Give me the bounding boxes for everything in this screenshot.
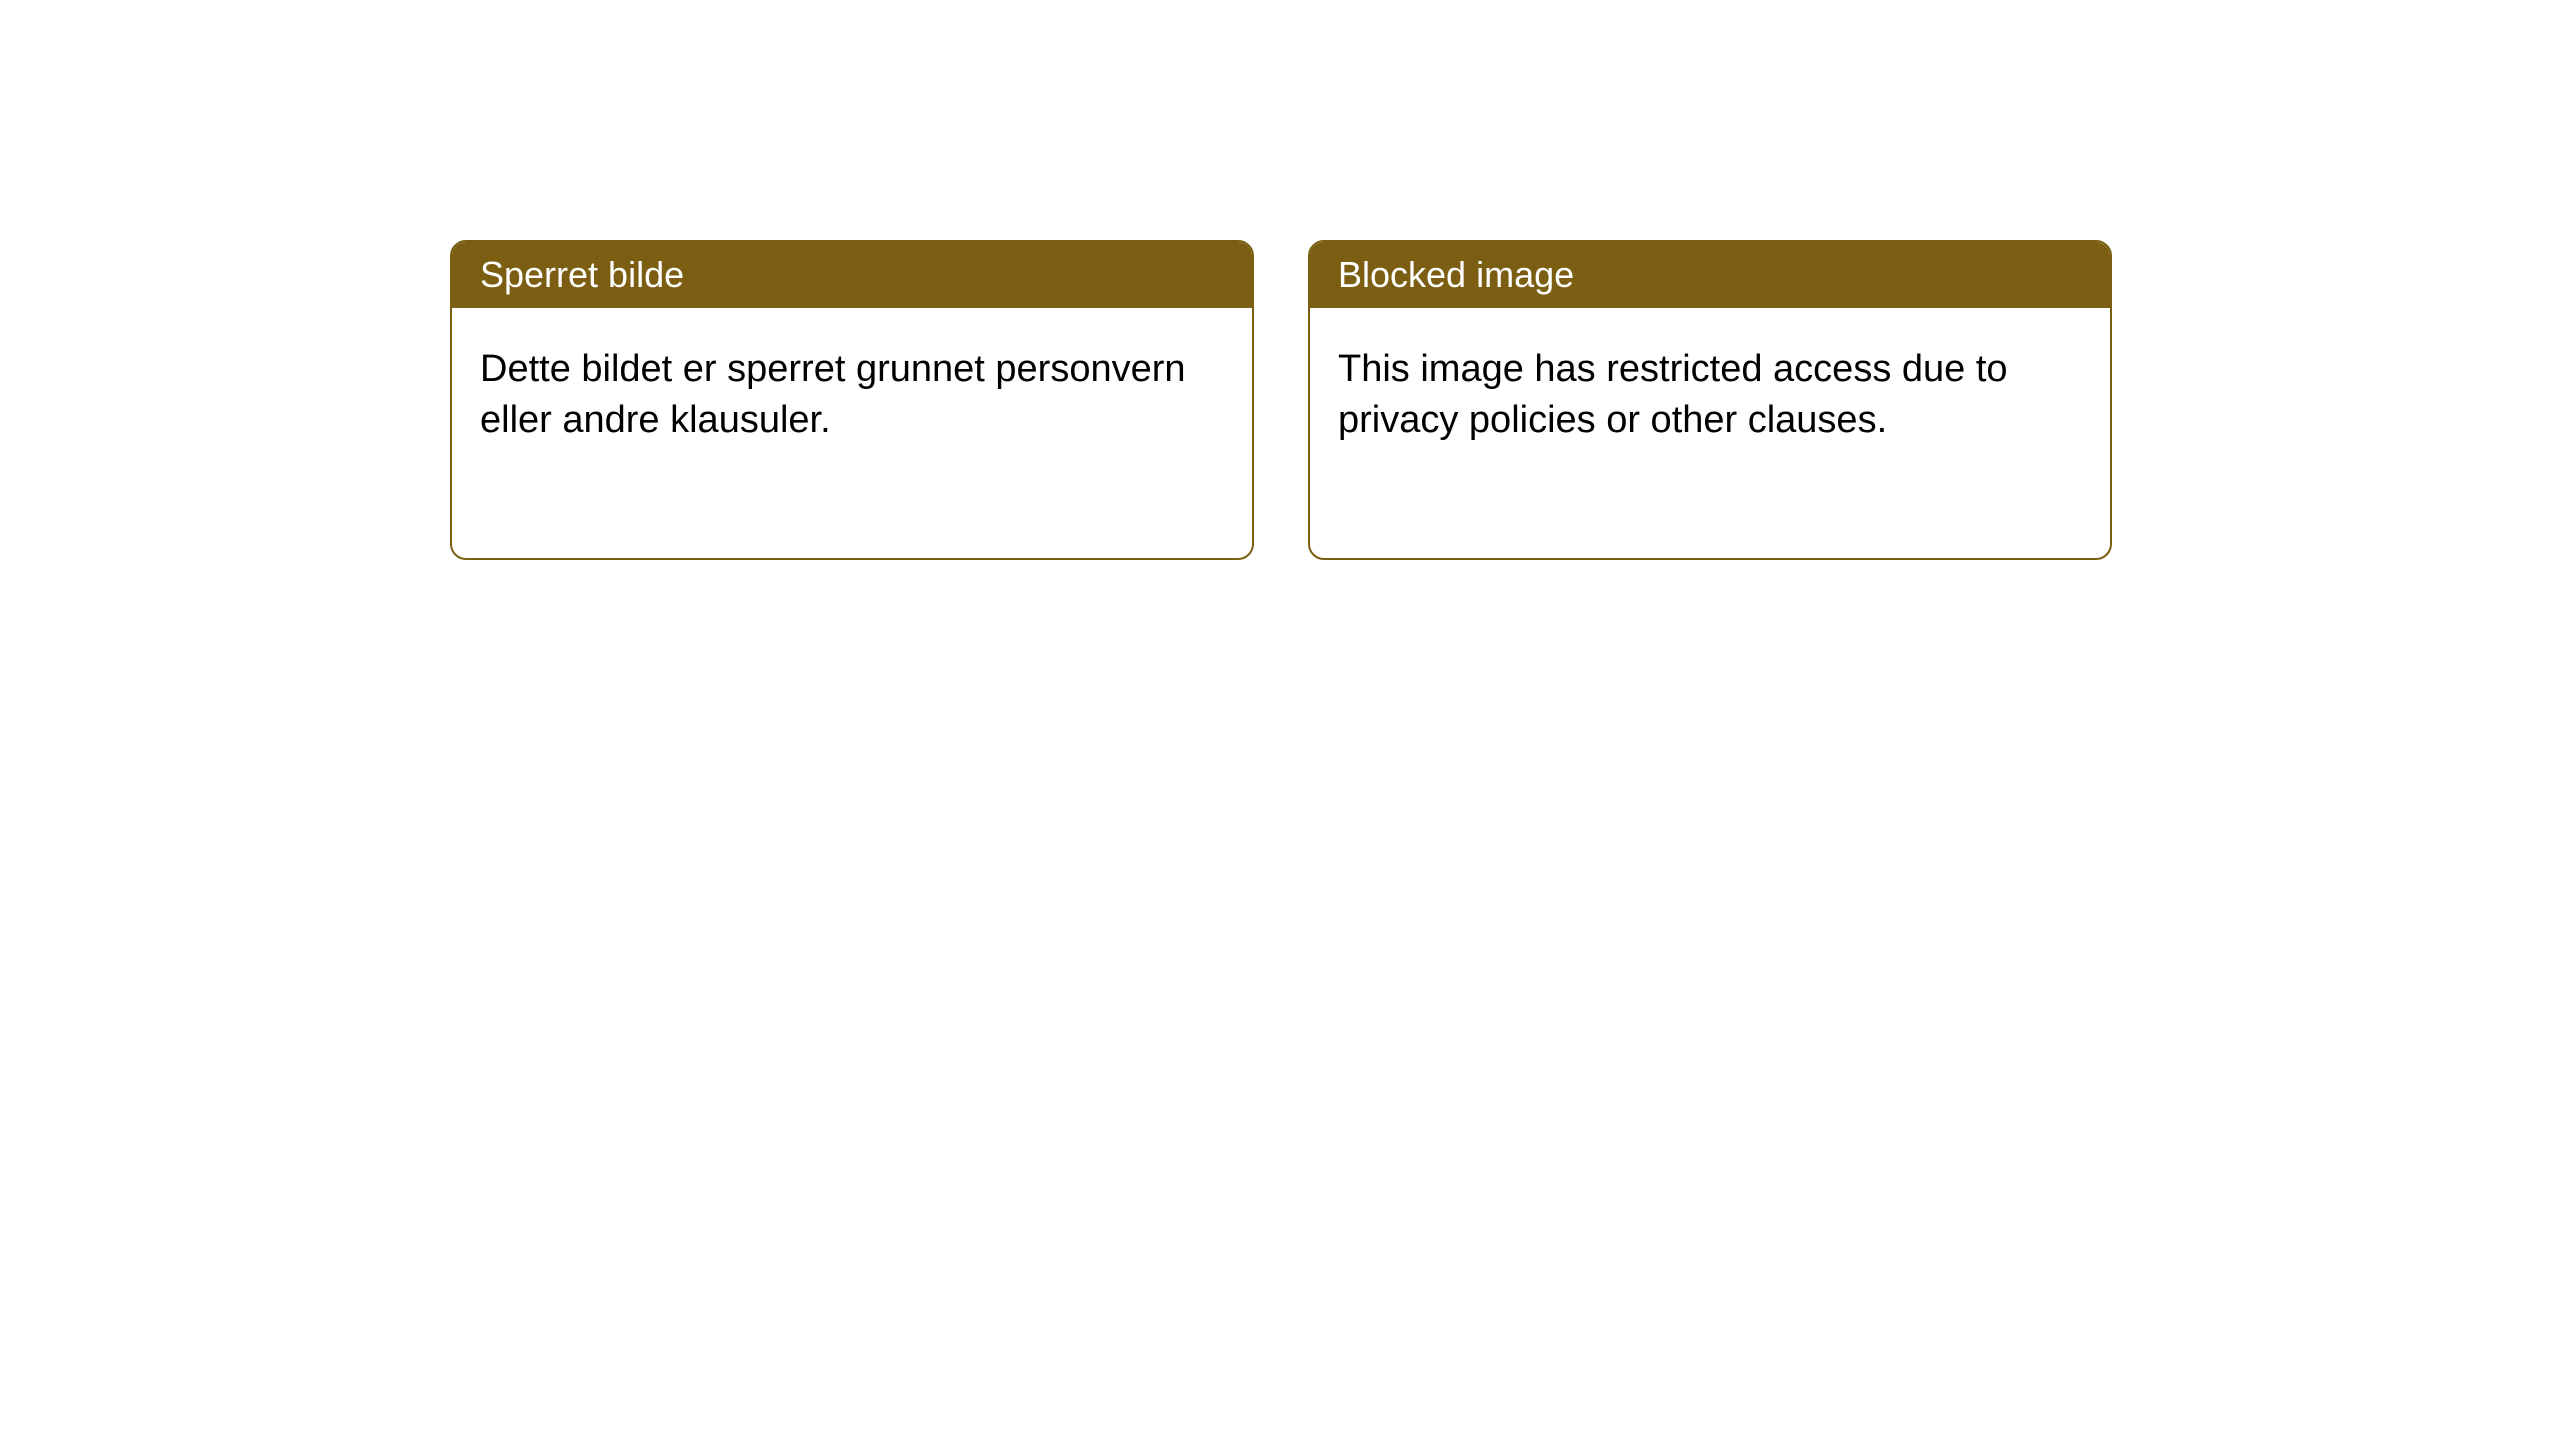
card-header: Sperret bilde [452, 242, 1252, 308]
cards-container: Sperret bilde Dette bildet er sperret gr… [450, 240, 2560, 560]
card-body: This image has restricted access due to … [1310, 308, 2110, 558]
card-body: Dette bildet er sperret grunnet personve… [452, 308, 1252, 558]
card-title: Blocked image [1338, 254, 1574, 295]
blocked-image-card-no: Sperret bilde Dette bildet er sperret gr… [450, 240, 1254, 560]
card-header: Blocked image [1310, 242, 2110, 308]
card-body-text: Dette bildet er sperret grunnet personve… [480, 348, 1186, 441]
blocked-image-card-en: Blocked image This image has restricted … [1308, 240, 2112, 560]
card-title: Sperret bilde [480, 254, 684, 295]
card-body-text: This image has restricted access due to … [1338, 348, 2008, 441]
